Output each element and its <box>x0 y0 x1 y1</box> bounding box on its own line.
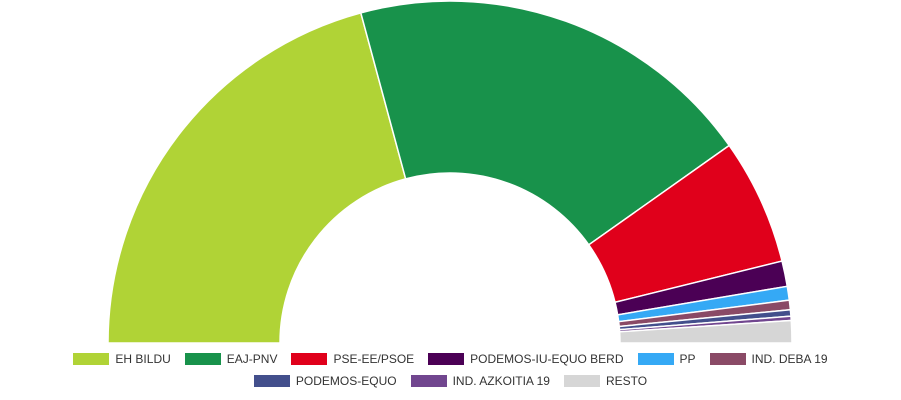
legend-label: RESTO <box>605 374 648 388</box>
legend-label: PP <box>679 352 696 366</box>
legend-swatch <box>291 353 328 365</box>
plot <box>107 0 793 344</box>
legend-item[interactable]: PODEMOS-EQUO <box>253 374 397 388</box>
legend-swatch <box>563 375 600 387</box>
legend-item[interactable]: EAJ-PNV <box>184 352 278 366</box>
legend-swatch <box>428 353 465 365</box>
legend-item[interactable]: PSE-EE/PSOE <box>291 352 414 366</box>
legend-label: PSE-EE/PSOE <box>333 352 415 366</box>
legend-label: IND. DEBA 19 <box>751 352 828 366</box>
legend-swatch <box>253 375 290 387</box>
legend-item[interactable]: RESTO <box>563 374 648 388</box>
legend-swatch <box>73 353 110 365</box>
legend-swatch <box>637 353 674 365</box>
legend-label: EAJ-PNV <box>226 352 278 366</box>
legend-label: IND. AZKOITIA 19 <box>452 374 550 388</box>
legend-swatch <box>184 353 221 365</box>
legend: EH BILDU EAJ-PNV PSE-EE/PSOE PODEMOS-IU-EQU… <box>60 352 841 388</box>
slice <box>107 11 407 344</box>
legend-item[interactable]: IND. AZKOITIA 19 <box>410 374 550 388</box>
slice <box>359 0 731 246</box>
legend-item[interactable]: IND. DEBA 19 <box>709 352 828 366</box>
legend-swatch <box>410 375 447 387</box>
legend-label: PODEMOS-EQUO <box>295 374 397 388</box>
legend-item[interactable]: EH BILDU <box>73 352 171 366</box>
legend-label: PODEMOS-IU-EQUO BERD <box>470 352 624 366</box>
legend-item[interactable]: PP <box>637 352 696 366</box>
legend-label: EH BILDU <box>115 352 171 366</box>
legend-item[interactable]: PODEMOS-IU-EQUO BERD <box>428 352 624 366</box>
legend-swatch <box>709 353 746 365</box>
slice <box>618 319 793 344</box>
